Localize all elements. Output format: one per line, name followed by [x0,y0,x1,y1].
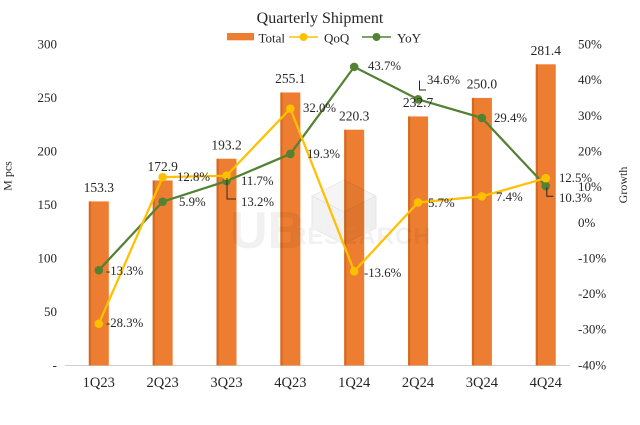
svg-text:3Q24: 3Q24 [466,375,499,391]
svg-text:300: 300 [38,37,58,52]
svg-text:QoQ: QoQ [324,31,350,46]
svg-text:13.2%: 13.2% [241,195,274,209]
svg-text:M pcs: M pcs [1,161,15,191]
svg-text:2Q24: 2Q24 [402,375,435,391]
svg-text:200: 200 [38,144,58,159]
svg-text:Quarterly Shipment: Quarterly Shipment [257,10,384,27]
svg-text:-28.3%: -28.3% [106,316,144,330]
svg-text:1Q23: 1Q23 [83,375,115,391]
svg-text:4Q23: 4Q23 [274,375,306,391]
svg-text:255.1: 255.1 [275,71,305,86]
svg-text:150: 150 [38,197,58,212]
svg-text:153.3: 153.3 [84,180,115,195]
svg-text:-: - [53,358,57,373]
svg-text:7.4%: 7.4% [496,190,523,204]
svg-text:-13.6%: -13.6% [364,266,402,280]
svg-text:32.0%: 32.0% [303,101,336,115]
svg-text:12.8%: 12.8% [177,170,210,184]
svg-text:250.0: 250.0 [467,77,498,92]
svg-text:3Q23: 3Q23 [210,375,242,391]
svg-text:2Q23: 2Q23 [147,375,179,391]
svg-text:5.7%: 5.7% [428,196,455,210]
svg-text:30%: 30% [578,108,602,123]
svg-text:0%: 0% [578,215,596,230]
svg-text:Growth: Growth [616,167,630,204]
svg-text:250: 250 [38,90,58,105]
svg-text:19.3%: 19.3% [307,147,340,161]
svg-text:40%: 40% [578,72,602,87]
svg-text:193.2: 193.2 [211,137,241,152]
svg-text:10.3%: 10.3% [559,191,592,205]
svg-text:RESEARCH: RESEARCH [289,223,432,250]
svg-text:100: 100 [38,251,58,266]
svg-text:YoY: YoY [397,31,422,46]
svg-text:29.4%: 29.4% [494,111,527,125]
svg-text:220.3: 220.3 [339,108,370,123]
svg-text:50: 50 [44,304,57,319]
svg-text:-30%: -30% [578,322,606,337]
svg-text:20%: 20% [578,144,602,159]
svg-text:43.7%: 43.7% [368,59,401,73]
svg-text:12.5%: 12.5% [559,171,592,185]
svg-text:-20%: -20% [578,286,606,301]
svg-text:1Q24: 1Q24 [338,375,371,391]
svg-text:34.6%: 34.6% [427,73,460,87]
svg-text:172.9: 172.9 [147,159,178,174]
svg-text:-10%: -10% [578,251,606,266]
svg-text:Total: Total [259,31,286,46]
svg-text:-13.3%: -13.3% [106,264,144,278]
svg-text:11.7%: 11.7% [241,174,274,188]
svg-text:50%: 50% [578,37,602,52]
svg-text:232.7: 232.7 [403,95,434,110]
svg-text:-40%: -40% [578,358,606,373]
svg-text:5.9%: 5.9% [179,195,206,209]
svg-text:4Q24: 4Q24 [530,375,563,391]
svg-text:281.4: 281.4 [531,43,562,58]
